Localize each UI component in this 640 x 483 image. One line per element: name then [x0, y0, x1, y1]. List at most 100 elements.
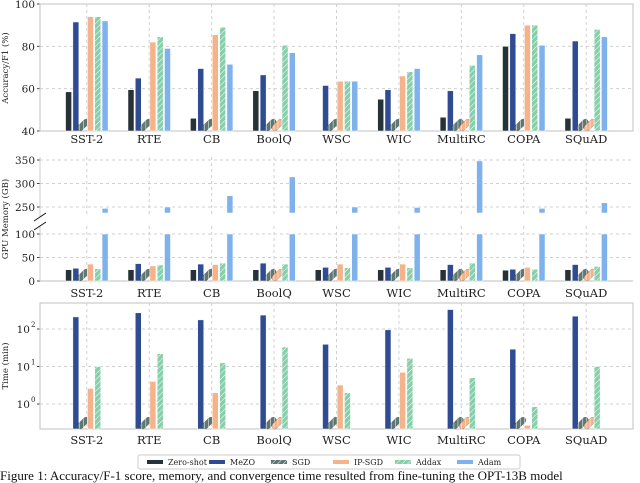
- y-tick-label-acc: 60: [22, 84, 35, 96]
- legend-swatch-hatch: [395, 460, 411, 464]
- time-bar-mezo-cb: [197, 319, 204, 430]
- legend-label-mezo: MeZO: [230, 458, 255, 467]
- mem-bar-zero-shot-wsc: [315, 269, 322, 282]
- acc-bar-mezo-wsc: [322, 85, 329, 132]
- time-bar-mezo-sst-2: [72, 316, 80, 430]
- oom-marker-hatch: [389, 269, 402, 281]
- x-tick-label-sst-2: SST-2: [70, 132, 103, 146]
- oom-marker-hatch: [389, 119, 402, 131]
- mem-bar-zero-shot-squad: [564, 269, 572, 282]
- mem-bar-zero-shot-wic: [377, 269, 384, 282]
- legend-label-zero-shot: Zero-shot: [168, 458, 208, 467]
- mem-bar-mezo-rte: [135, 263, 142, 282]
- legend-swatch-adam: [457, 460, 473, 464]
- time-bar-ip-sgd-wsc: [336, 384, 344, 430]
- acc-bar-addax-boolq-hatch: [282, 45, 289, 131]
- oom-marker-hatch: [459, 119, 471, 131]
- y-tick-label-acc: 100: [15, 0, 35, 11]
- acc-bar-zero-shot-boolq: [252, 90, 260, 132]
- x-tick-label-squad: SQuAD: [565, 286, 607, 300]
- mem-bar-mezo-wsc: [322, 267, 329, 282]
- oom-marker-hatch: [327, 269, 339, 281]
- figure-caption: Figure 1: Accuracy/F-1 score, memory, an…: [0, 468, 563, 483]
- time-bar-addax-squad-hatch: [594, 366, 601, 429]
- time-bar-mezo-boolq: [259, 314, 267, 430]
- x-tick-label-rte: RTE: [137, 433, 162, 447]
- time-bar-mezo-squad: [571, 315, 579, 430]
- mem-bar-adam-boolq-upper: [289, 176, 296, 214]
- mem-bar-adam-cb-upper: [226, 195, 234, 214]
- acc-bar-mezo-multirc: [447, 90, 454, 132]
- mem-bar-addax-wsc-hatch: [344, 267, 351, 281]
- x-tick-label-wsc: WSC: [322, 132, 351, 146]
- y-axis-label-time: Time (min): [0, 342, 11, 389]
- mem-bar-zero-shot-copa: [502, 269, 509, 282]
- mem-bar-zero-shot-cb: [190, 269, 197, 282]
- y-tick-label-mem: 0: [28, 276, 35, 288]
- mem-bar-zero-shot-boolq: [252, 269, 260, 282]
- acc-bar-addax-wsc-hatch: [344, 81, 351, 131]
- acc-bar-adam-rte: [164, 48, 171, 132]
- legend-swatch-zero-shot: [147, 460, 163, 464]
- legend-swatch-mezo: [209, 460, 225, 464]
- x-tick-label-boolq: BoolQ: [256, 433, 291, 447]
- oom-marker-hatch: [77, 269, 89, 281]
- time-bar-ip-sgd-rte: [149, 381, 157, 430]
- y-axis-label-accuracy: Accuracy/F1 (%): [0, 32, 11, 104]
- legend: Zero-shot MeZO SGD IP-SGD Addax Adam: [137, 454, 521, 470]
- axis-break-mark: [33, 212, 47, 222]
- mem-bar-ip-sgd-cb: [212, 264, 219, 282]
- acc-bar-sgd-copa-oom-marker: [514, 118, 527, 132]
- x-tick-label-wic: WIC: [386, 286, 411, 300]
- mem-bar-mezo-boolq: [259, 262, 267, 282]
- y-tick-label-time: 10: [17, 362, 30, 374]
- acc-bar-zero-shot-sst-2: [65, 91, 72, 132]
- acc-bar-mezo-cb: [197, 68, 204, 132]
- x-tick-label-wic: WIC: [386, 132, 411, 146]
- oom-marker-hatch: [202, 269, 214, 281]
- mem-bar-adam-copa-upper: [538, 208, 546, 214]
- oom-marker-hatch: [584, 417, 596, 429]
- mem-bar-addax-wic-hatch: [406, 267, 413, 281]
- oom-marker-hatch: [271, 119, 284, 131]
- time-bar-ip-sgd-cb: [212, 392, 219, 430]
- mem-bar-adam-multirc-lower: [476, 233, 483, 282]
- mem-bar-addax-squad-hatch: [594, 266, 601, 281]
- acc-bar-addax-multirc-hatch: [469, 65, 476, 131]
- y-tick-label-acc: 80: [22, 41, 35, 53]
- oom-marker-hatch: [139, 269, 152, 281]
- mem-bar-adam-wsc-upper: [351, 206, 358, 214]
- plot-frame: [39, 3, 634, 132]
- time-bar-addax-boolq-hatch: [282, 347, 289, 429]
- mem-bar-addax-cb-hatch: [219, 263, 226, 281]
- time-bar-addax-multirc-hatch: [469, 377, 476, 429]
- acc-bar-addax-squad-hatch: [594, 29, 601, 131]
- acc-bar-ip-sgd-cb: [212, 34, 219, 132]
- mem-bar-adam-squad-lower: [601, 233, 608, 282]
- x-tick-label-boolq: BoolQ: [256, 286, 291, 300]
- mem-bar-sgd-sst-2-oom-marker: [77, 268, 90, 282]
- mem-bar-mezo-sst-2: [72, 268, 80, 282]
- x-tick-label-cb: CB: [203, 132, 220, 146]
- x-tick-label-cb: CB: [203, 433, 220, 447]
- mem-bar-addax-multirc-hatch: [469, 263, 476, 281]
- mem-bar-ip-sgd-sst-2: [87, 263, 94, 282]
- mem-bar-sgd-boolq-oom-marker: [264, 268, 277, 282]
- oom-marker-hatch: [327, 119, 339, 131]
- oom-marker-hatch: [139, 417, 152, 429]
- acc-bar-ip-sgd-sst-2: [87, 16, 94, 132]
- legend-swatch-hatch: [271, 460, 287, 464]
- y-tick-label-mem: 250: [15, 202, 35, 214]
- acc-bar-mezo-squad: [571, 40, 579, 132]
- acc-bar-adam-cb: [226, 64, 234, 132]
- plot-frame: [39, 302, 634, 430]
- oom-marker-hatch: [264, 119, 277, 131]
- time-bar-mezo-wsc: [322, 344, 329, 430]
- acc-bar-mezo-rte: [135, 77, 142, 132]
- oom-marker-hatch: [576, 269, 589, 281]
- y-tick-label-exponent: 0: [31, 396, 35, 404]
- x-tick-label-rte: RTE: [137, 132, 162, 146]
- oom-marker-hatch: [584, 119, 596, 131]
- acc-bar-adam-wic: [413, 68, 421, 132]
- x-tick-label-copa: COPA: [507, 433, 541, 447]
